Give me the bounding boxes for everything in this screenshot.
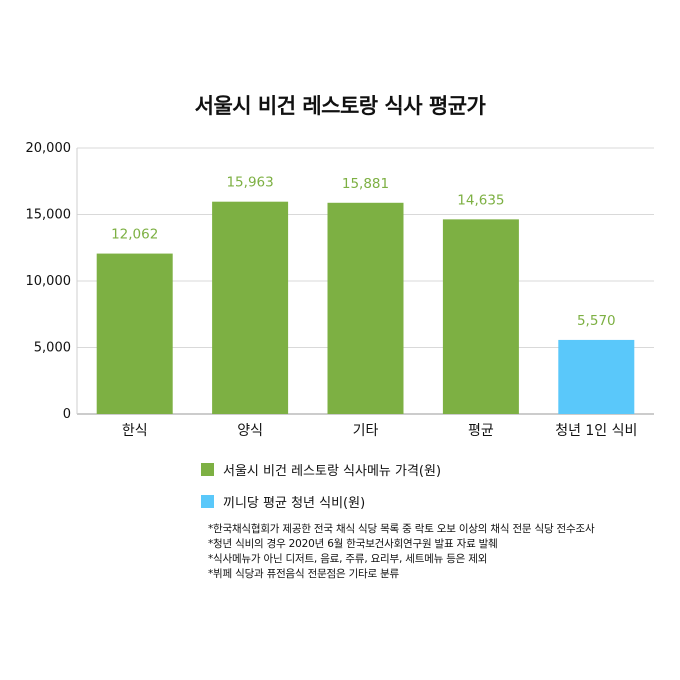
- x-tick-label: 기타: [353, 423, 379, 439]
- x-tick-label: 양식: [237, 423, 263, 439]
- x-tick-label: 한식: [122, 423, 148, 439]
- bar-chart: 0 5,000 10,000 15,000 20,000 12,062 한식 15,963 양식…: [26, 141, 654, 439]
- data-label: 15,881: [342, 176, 389, 192]
- x-tick-label: 평균: [468, 423, 494, 439]
- data-label: 12,062: [111, 227, 158, 243]
- x-tick-label: 청년 1인 식비: [555, 423, 637, 439]
- footnote: *한국채식협회가 제공한 전국 채식 식당 목록 중 락토 오보 이상의 채식 …: [208, 523, 595, 535]
- legend: 서울시 비건 레스토랑 식사메뉴 가격(원) 끼니당 평균 청년 식비(원): [201, 459, 441, 523]
- y-tick-label: 0: [63, 407, 71, 422]
- data-label: 14,635: [457, 192, 504, 208]
- footnotes: *한국채식협회가 제공한 전국 채식 식당 목록 중 락토 오보 이상의 채식 …: [208, 522, 595, 582]
- bar: [96, 253, 173, 414]
- footnote: *청년 식비의 경우 2020년 6월 한국보건사회연구원 발표 자료 발췌: [208, 538, 498, 550]
- chart-title: 서울시 비건 레스토랑 식사 평균가: [194, 94, 486, 118]
- legend-swatch-blue: [201, 494, 214, 508]
- legend-label-vegan-price: 서울시 비건 레스토랑 식사메뉴 가격(원): [223, 463, 442, 479]
- bar: [327, 202, 404, 414]
- legend-item-vegan-price: 서울시 비건 레스토랑 식사메뉴 가격(원): [201, 459, 441, 479]
- y-tick-label: 5,000: [34, 341, 71, 356]
- y-tick-label: 15,000: [26, 208, 72, 223]
- y-tick-label: 10,000: [26, 274, 72, 289]
- legend-item-youth-meal: 끼니당 평균 청년 식비(원): [201, 491, 441, 511]
- data-label: 5,570: [577, 313, 616, 329]
- legend-label-youth-meal: 끼니당 평균 청년 식비(원): [223, 495, 366, 511]
- bar: [212, 201, 289, 414]
- footnote: *식사메뉴가 아닌 디저트, 음료, 주류, 요리부, 세트메뉴 등은 제외: [208, 553, 488, 565]
- legend-swatch-green: [201, 462, 214, 476]
- data-label: 15,963: [226, 175, 273, 191]
- bar: [442, 219, 519, 414]
- footnote: *뷔페 식당과 퓨전음식 전문점은 기타로 분류: [208, 568, 400, 580]
- y-tick-label: 20,000: [26, 141, 72, 156]
- bar: [558, 339, 635, 414]
